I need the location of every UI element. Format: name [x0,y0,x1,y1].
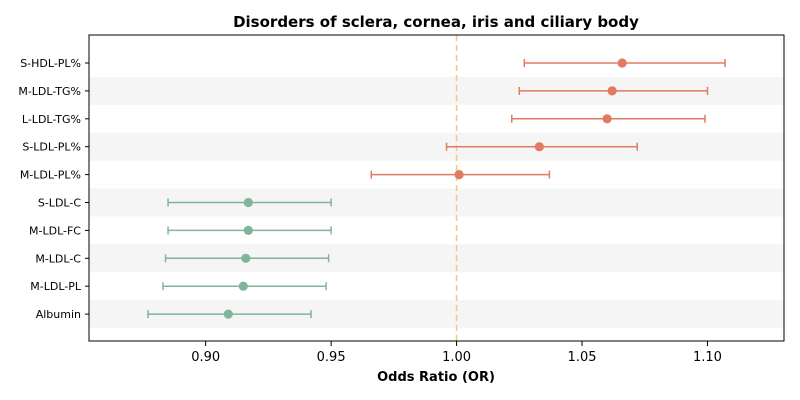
point-estimate [243,197,253,208]
x-tick-label: 1.10 [693,350,722,365]
y-tick-label: M-LDL-PL [30,280,82,293]
point-estimate [454,170,464,180]
point-estimate [617,58,627,68]
x-tick-label: 0.90 [191,350,220,365]
point-estimate [223,309,233,319]
y-tick-label: M-LDL-FC [29,224,81,237]
x-tick-label: 1.05 [568,350,597,365]
y-tick-label: Albumin [36,308,81,321]
x-tick-label: 0.95 [317,350,346,365]
y-tick-label: M-LDL-PL% [20,169,81,182]
y-axis-ticks: S-HDL-PL% M-LDL-TG% L-LDL-TG% S-LDL-PL% M-LD… [18,57,89,321]
y-tick-label: M-LDL-TG% [18,85,81,98]
plot-frame [88,34,785,342]
point-estimates [223,58,627,319]
y-tick-label: M-LDL-C [35,252,81,265]
y-tick-label: L-LDL-TG% [22,113,81,126]
chart-title: Disorders of sclera, cornea, iris and ci… [233,13,639,31]
x-tick-label: 1.00 [442,350,471,365]
row-band [89,132,784,161]
x-axis-ticks: 0.90 0.95 1.00 1.05 1.10 [191,341,722,365]
point-estimate [241,253,251,263]
point-estimate [243,225,253,235]
point-estimate [602,114,612,124]
point-estimate [534,142,544,152]
y-tick-label: S-LDL-PL% [22,141,81,154]
x-axis-label: Odds Ratio (OR) [377,370,495,385]
point-estimate [607,86,617,96]
y-tick-label: S-HDL-PL% [20,57,81,70]
y-tick-label: S-LDL-C [38,197,81,210]
point-estimate [238,281,248,291]
